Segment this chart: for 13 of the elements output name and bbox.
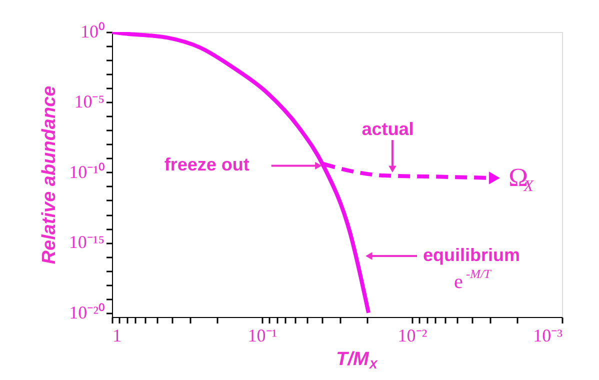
y-axis-title: Relative abundance: [38, 85, 60, 264]
x-tick-label: 10⁻¹: [248, 326, 278, 346]
annotation: equilibrium: [423, 245, 520, 265]
y-tick-label: 10⁻²⁰: [69, 302, 104, 322]
annotation: actual: [362, 119, 414, 140]
y-tick-label: 10⁻⁵: [74, 92, 104, 112]
y-tick-label: 10⁻¹⁰: [69, 162, 104, 182]
x-tick-label: 10⁻²: [398, 326, 428, 346]
x-tick-label: 1: [112, 326, 122, 346]
y-tick-label: 10⁻¹⁵: [68, 232, 104, 252]
y-tick-label: 10⁰: [80, 22, 104, 42]
annotation: freeze out: [164, 154, 250, 175]
x-tick-label: 10⁻³: [533, 326, 564, 346]
